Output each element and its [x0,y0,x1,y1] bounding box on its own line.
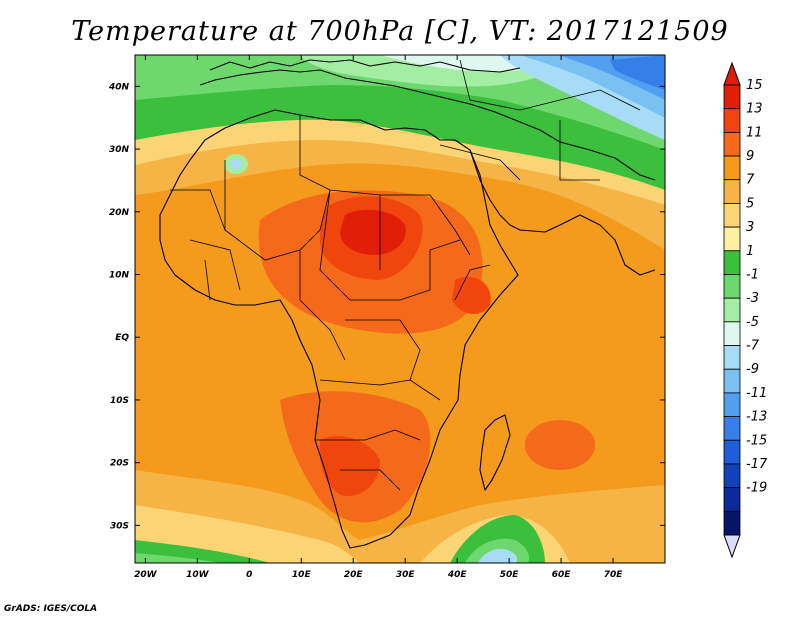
lon-tick-label: 40E [447,570,468,580]
country-borders [170,59,641,491]
colorbar-swatch [723,510,741,536]
lat-tick-label: 30S [110,521,129,531]
colorbar-swatch [723,392,741,417]
colorbar-label: -1 [746,267,759,282]
colorbar-swatch [723,416,741,441]
colorbar-label: -17 [746,457,768,472]
colorbar-swatch [723,226,741,252]
colorbar-label: 7 [746,173,755,188]
lon-tick-label: 70E [604,570,624,580]
lon-tick-label: 20W [134,570,158,580]
axis-ticks: 20W 10W 0 10E 20E 30E 40E 50E 60E 70E 40N 30N 20N 10N… [108,55,665,580]
colorbar-swatch [723,297,741,323]
colorbar-label: 9 [746,149,754,164]
coastlines [159,59,656,549]
colorbar-swatch [723,345,741,370]
lon-tick-label: 60E [552,570,572,580]
lon-tick-label: 30E [396,570,416,580]
colorbar-swatch [723,108,741,133]
colorbar-swatch [723,463,741,489]
colorbar-label: 13 [746,102,763,117]
colorbar-label: 3 [746,220,754,235]
colorbar-label: -11 [746,386,767,401]
page-title: Temperature at 700hPa [C], VT: 201712150… [71,16,729,47]
colorbar-swatch [723,155,741,181]
colorbar-top-arrow [723,61,741,86]
lon-tick-label: 20E [344,570,364,580]
colorbar-swatch [723,321,741,346]
colorbar-swatch [723,131,741,157]
colorbar-label: 15 [746,78,763,93]
lat-tick-label: 40N [108,82,130,92]
credit-label: GrADS: IGES/COLA [4,604,98,614]
colorbar-swatch [723,368,741,394]
colorbar-label: -9 [746,362,759,377]
colorbar: 15 13 11 9 7 5 3 1 -1 -3 -5 -7 -9 -11 -13 -15 -17 -19 [723,61,768,559]
colorbar-label: -15 [746,433,767,448]
lon-tick-label: 10E [292,570,312,580]
colorbar-label: -7 [746,339,760,354]
lat-tick-label: 30N [109,145,130,155]
colorbar-label: 1 [746,244,754,259]
lat-tick-label: 20S [110,459,129,469]
colorbar-swatch [723,487,741,512]
colorbar-swatch [723,203,741,228]
lon-tick-label: 50E [500,570,520,580]
lat-tick-label: EQ [115,333,129,343]
colorbar-bottom-arrow [723,534,741,559]
colorbar-label: -19 [746,481,767,496]
lon-tick-label: 10W [186,570,210,580]
colorbar-label: 5 [746,196,754,211]
map-frame [134,54,666,564]
colorbar-swatch [723,250,741,275]
lat-tick-label: 10N [109,271,130,281]
colorbar-label: 11 [746,125,763,140]
colorbar-label: -13 [746,410,767,425]
colorbar-swatch [723,439,741,465]
colorbar-label: -3 [746,291,759,306]
colorbar-swatch [723,179,741,204]
lat-tick-label: 10S [110,396,129,406]
colorbar-swatch [723,274,741,299]
temperature-field [135,55,665,563]
colorbar-swatch [723,84,741,110]
lon-tick-label: 0 [246,570,252,580]
colorbar-label: -5 [746,315,759,330]
lat-tick-label: 20N [109,208,130,218]
